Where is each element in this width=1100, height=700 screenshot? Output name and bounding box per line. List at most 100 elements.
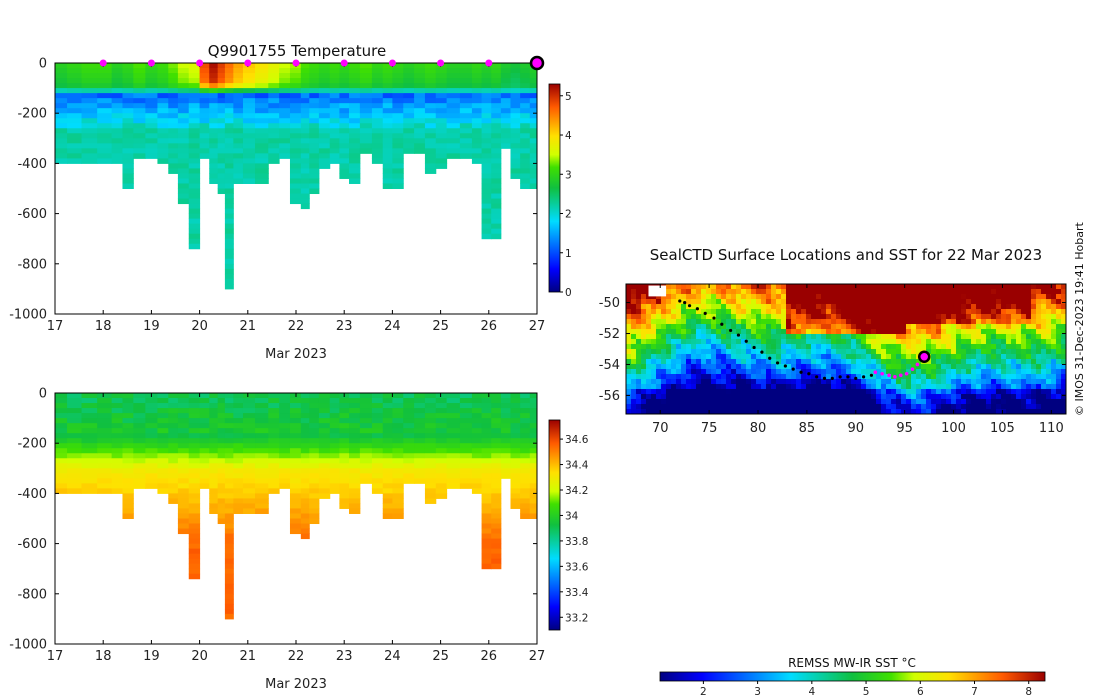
sst-cell: [676, 309, 682, 315]
salinity-cell: [209, 483, 219, 489]
temperature-cell: [446, 148, 461, 154]
salinity-cell: [371, 448, 384, 454]
temperature-cell: [520, 133, 531, 139]
sst-cell: [646, 374, 652, 380]
temperature-cell: [459, 103, 473, 109]
temperature-cell: [67, 133, 83, 139]
temperature-cell: [510, 163, 521, 169]
temperature-cell: [529, 93, 537, 99]
sst-cell: [976, 399, 982, 405]
sst-cell: [786, 399, 792, 405]
salinity-cell: [145, 468, 158, 474]
temperature-cell: [224, 168, 234, 174]
salinity-cell: [359, 468, 373, 474]
salinity-cell: [133, 413, 146, 419]
sst-cell: [1041, 359, 1047, 365]
salinity-cell: [242, 493, 256, 499]
sst-cell: [836, 294, 842, 300]
sst-cell: [896, 364, 902, 370]
sst-cell: [961, 299, 967, 305]
temperature-cell: [414, 138, 426, 144]
temperature-cell: [157, 123, 169, 129]
salinity-cell: [392, 463, 404, 469]
temperature-cell: [318, 128, 331, 134]
temperature-cell: [255, 73, 269, 79]
sst-cell: [856, 354, 862, 360]
sst-cell: [631, 299, 637, 305]
sst-cell: [671, 329, 677, 335]
sst-cell: [681, 364, 687, 370]
sst-cell: [1051, 314, 1057, 320]
temperature-cell: [133, 98, 146, 104]
sst-cell: [921, 369, 927, 375]
salinity-cell: [309, 413, 320, 419]
sst-cell: [946, 374, 952, 380]
x-tick-label: 17: [47, 319, 64, 334]
sst-cell: [781, 354, 787, 360]
sst-cell: [961, 394, 967, 400]
salinity-cell: [481, 558, 492, 565]
salinity-cell: [382, 423, 393, 429]
sst-cell: [746, 344, 752, 350]
sst-cell: [731, 294, 737, 300]
sst-cell: [726, 354, 732, 360]
sst-cell: [721, 394, 727, 400]
temperature-cell: [500, 73, 511, 79]
sst-cell: [846, 399, 852, 405]
temperature-cell: [329, 153, 340, 159]
salinity-cell: [339, 498, 350, 504]
sst-cell: [811, 309, 817, 315]
sst-cell: [966, 294, 972, 300]
temperature-cell: [300, 68, 310, 74]
sst-cell: [651, 404, 657, 410]
temperature-cell: [403, 133, 415, 139]
sst-cell: [956, 379, 962, 385]
salinity-cell: [97, 448, 113, 454]
salinity-cell: [209, 478, 219, 484]
salinity-cell: [318, 458, 331, 464]
colorbar-tick-label: 4: [565, 130, 572, 142]
sst-cell: [976, 334, 982, 340]
salinity-cell: [289, 403, 302, 409]
temperature-cell: [481, 188, 492, 195]
sst-cell: [1011, 339, 1017, 345]
sst-cell: [726, 309, 732, 315]
sst-cell: [1031, 329, 1037, 335]
salinity-cell: [318, 438, 331, 444]
temperature-cell: [188, 123, 201, 129]
temperature-cell: [329, 88, 340, 94]
sst-cell: [686, 309, 692, 315]
sst-cell: [961, 369, 967, 375]
temperature-cell: [382, 153, 393, 159]
salinity-cell: [446, 463, 461, 469]
salinity-cell: [209, 473, 219, 479]
sst-cell: [921, 374, 927, 380]
salinity-cell: [339, 403, 350, 409]
salinity-cell: [177, 408, 190, 414]
temperature-cell: [414, 68, 426, 74]
sst-cell: [866, 374, 872, 380]
sst-cell: [931, 299, 937, 305]
temperature-cell: [81, 83, 98, 89]
temperature-cell: [55, 118, 68, 124]
track-position: [678, 299, 682, 303]
sst-cell: [901, 309, 907, 315]
temperature-cell: [309, 93, 320, 99]
temperature-cell: [435, 78, 448, 84]
sst-cell: [886, 314, 892, 320]
temperature-cell: [371, 153, 384, 159]
sst-cell: [1001, 309, 1007, 315]
sst-cell: [626, 349, 632, 355]
sst-cell: [866, 334, 872, 340]
sst-cell: [856, 349, 862, 355]
sst-cell: [871, 379, 877, 385]
sst-cell: [806, 389, 812, 395]
temperature-cell: [481, 193, 492, 200]
salinity-cell: [403, 443, 415, 449]
salinity-cell: [359, 443, 373, 449]
sst-cell: [986, 304, 992, 310]
sst-cell: [936, 299, 942, 305]
temperature-cell: [382, 128, 393, 134]
sst-cell: [671, 394, 677, 400]
temperature-cell: [67, 63, 83, 69]
